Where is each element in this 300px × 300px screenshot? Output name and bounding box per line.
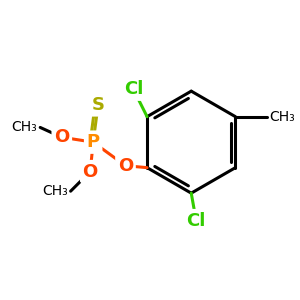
Text: CH₃: CH₃ [11, 120, 37, 134]
Text: P: P [87, 133, 100, 151]
Text: O: O [82, 163, 98, 181]
Text: Cl: Cl [124, 80, 143, 98]
Text: Cl: Cl [187, 212, 206, 230]
Text: CH₃: CH₃ [42, 184, 68, 198]
Text: S: S [92, 96, 105, 114]
Text: CH₃: CH₃ [270, 110, 296, 124]
Text: O: O [54, 128, 69, 146]
Text: O: O [118, 157, 133, 175]
